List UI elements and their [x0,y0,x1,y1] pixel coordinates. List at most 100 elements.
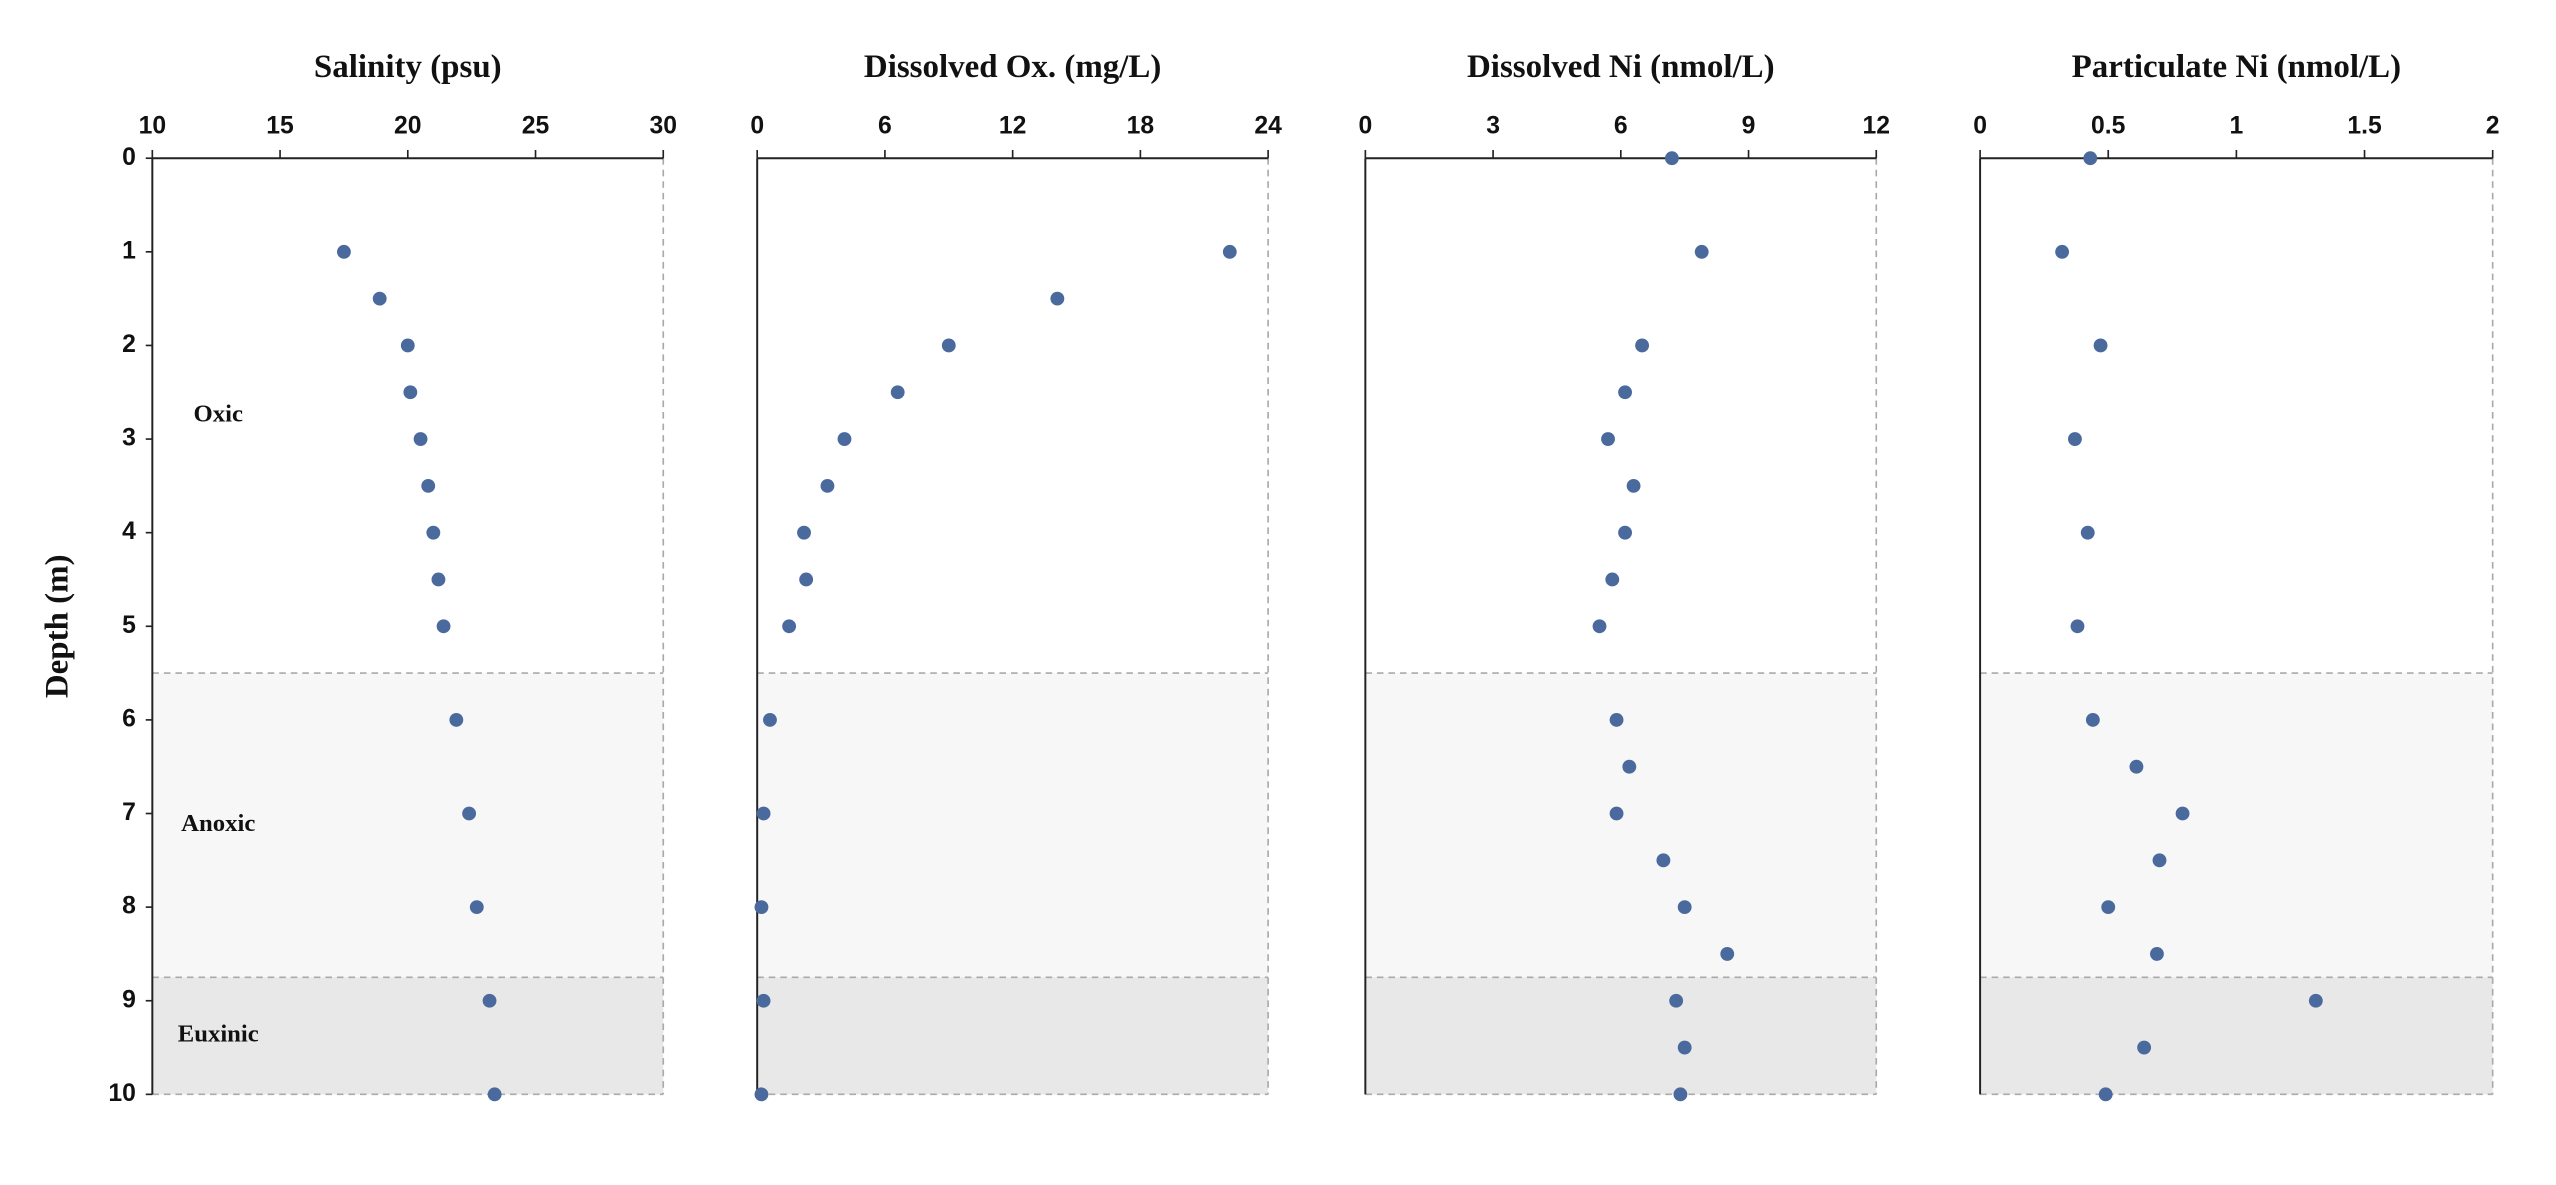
zone-band [757,158,1269,674]
point [436,619,451,634]
point [2150,947,2164,961]
x-tick-label: 20 [394,112,422,139]
y-tick-label: 0 [122,144,136,171]
point [403,385,418,400]
y-tick-label: 5 [122,612,136,639]
point [2098,1087,2113,1102]
x-tick-label: 0 [750,112,764,139]
zone-band [152,977,664,1095]
y-tick-label: 6 [122,705,136,732]
panel-title: Dissolved Ox. (mg/L) [864,49,1162,85]
point [1605,572,1620,587]
point [2093,338,2108,353]
point [1677,900,1692,915]
point [2068,432,2082,446]
point [756,806,771,821]
point [1635,338,1650,353]
zone-band [1980,158,2493,674]
point [2055,244,2070,259]
panel-title: Salinity (psu) [314,49,502,85]
point [1694,244,1709,259]
point [426,525,441,540]
point [469,900,484,915]
point [2080,525,2095,540]
point [421,478,436,493]
point [431,572,446,587]
point [754,900,769,915]
y-tick-label: 1 [122,237,136,264]
x-tick-label: 0 [1358,112,1372,139]
x-tick-label: 9 [1742,112,1756,139]
point [1592,619,1607,634]
point [1664,151,1679,166]
x-tick-label: 24 [1254,112,1282,139]
point [1669,993,1684,1008]
zone-band [1365,158,1877,674]
y-tick-label: 2 [122,331,136,358]
x-tick-label: 10 [139,112,167,139]
zone-band [152,158,664,674]
x-tick-label: 0 [1973,112,1987,139]
zone-band [757,673,1269,978]
x-tick-label: 18 [1127,112,1155,139]
point [413,432,428,446]
zone-label: Oxic [194,400,243,427]
point [1626,478,1641,493]
x-tick-label: 12 [999,112,1027,139]
y-tick-label: 10 [108,1080,136,1107]
point [2129,759,2144,774]
point [1618,525,1632,540]
point [2152,853,2167,868]
point [1609,806,1624,821]
point [754,1087,769,1102]
point [1222,244,1237,259]
y-axis-label: Depth (m) [40,554,76,698]
point [763,712,777,727]
point [1622,759,1637,774]
panel-title: Dissolved Ni (nmol/L) [1467,49,1775,85]
point [941,338,956,353]
point [837,432,852,446]
point [797,525,811,540]
x-tick-label: 1.5 [2347,112,2382,139]
point [449,712,464,727]
x-tick-label: 0.5 [2091,112,2126,139]
point [2175,806,2190,821]
point [337,244,351,259]
y-tick-label: 4 [122,518,136,545]
y-tick-label: 7 [122,799,136,826]
zone-label: Euxinic [178,1021,259,1048]
zone-band [1980,673,2493,978]
point [1656,853,1671,868]
point [890,385,905,400]
point [1677,1040,1692,1055]
zone-band [1365,977,1877,1095]
x-tick-label: 30 [650,112,678,139]
y-tick-label: 9 [122,986,136,1013]
point [1609,712,1624,727]
zone-band [1980,977,2493,1095]
point [462,806,477,821]
point [1050,291,1065,306]
zone-label: Anoxic [181,810,255,837]
point [372,291,387,306]
point [820,478,835,493]
y-tick-label: 3 [122,425,136,452]
point [1618,385,1632,400]
point [400,338,415,353]
point [799,572,814,587]
x-tick-label: 6 [878,112,892,139]
x-tick-label: 6 [1614,112,1628,139]
x-tick-label: 2 [2486,112,2500,139]
point [2085,712,2100,727]
point [1673,1087,1688,1102]
x-tick-label: 3 [1486,112,1500,139]
x-tick-label: 12 [1863,112,1891,139]
zone-band [757,977,1269,1095]
point [487,1087,502,1102]
point [782,619,797,634]
point [2308,993,2323,1008]
zone-band [152,673,664,978]
point [482,993,497,1008]
